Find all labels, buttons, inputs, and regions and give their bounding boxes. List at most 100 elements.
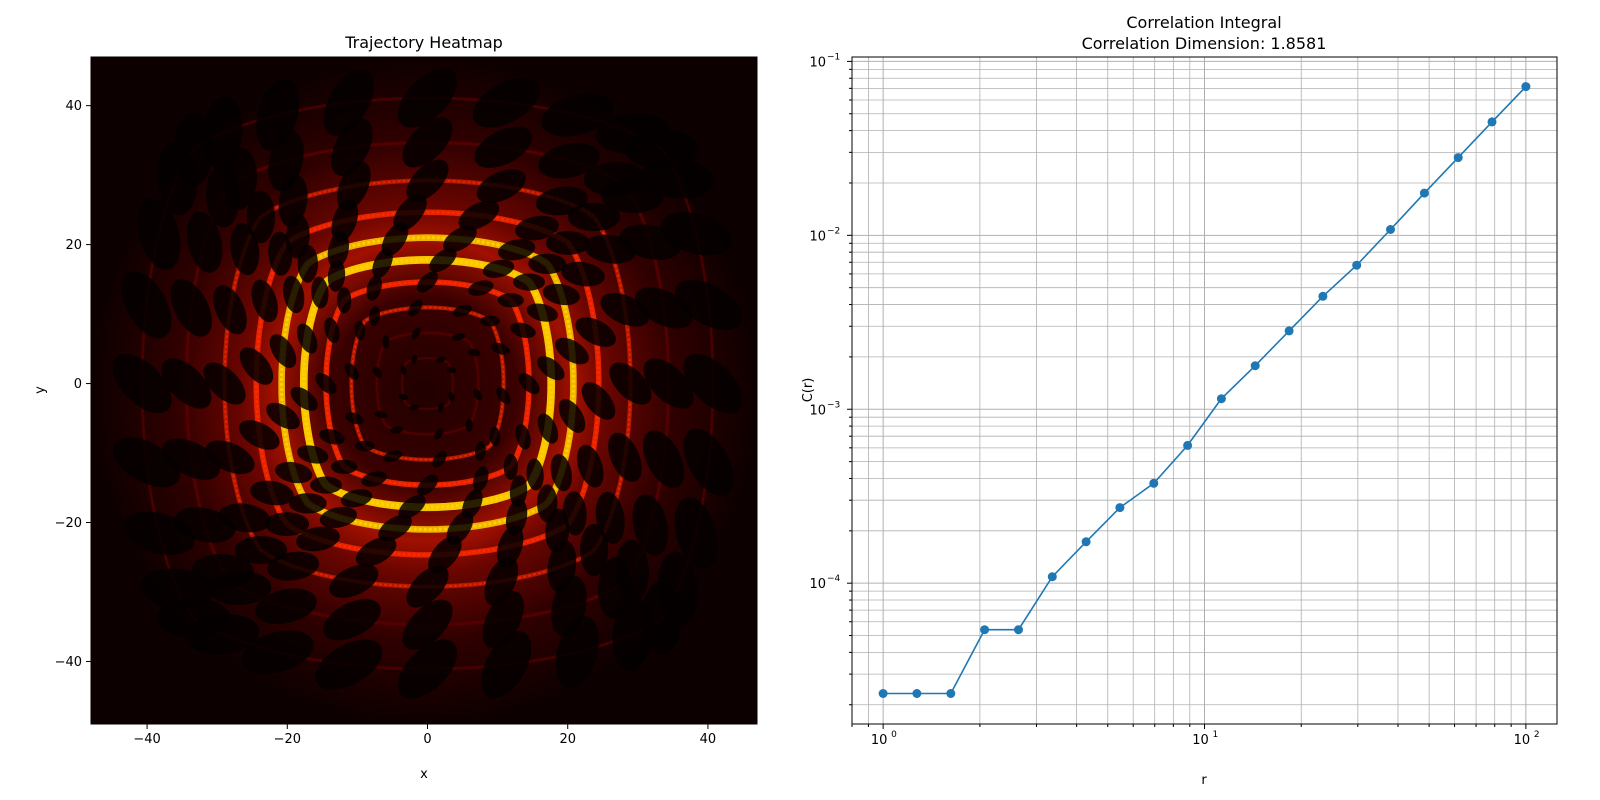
correlation-x-tick-exponent: 1 bbox=[1213, 730, 1219, 740]
heat-hole bbox=[275, 461, 313, 484]
heat-hole bbox=[416, 474, 439, 496]
heat-hole bbox=[369, 306, 380, 326]
correlation-point bbox=[1183, 440, 1193, 450]
heatmap-x-tick-label: −40 bbox=[133, 732, 160, 747]
heat-hole bbox=[331, 459, 358, 474]
heat-hole bbox=[409, 404, 420, 411]
heat-hole bbox=[355, 440, 375, 452]
heat-hole bbox=[595, 491, 625, 544]
heat-hole bbox=[251, 279, 278, 323]
correlation-integral-panel: Correlation Integral Correlation Dimensi… bbox=[801, 13, 1558, 788]
correlation-y-tick-exponent: −1 bbox=[827, 52, 840, 62]
heat-hole bbox=[408, 299, 423, 317]
heat-hole bbox=[378, 514, 412, 542]
heat-hole bbox=[406, 159, 449, 202]
heat-hole bbox=[612, 597, 653, 671]
correlation-y-tick-label: 10 bbox=[809, 55, 826, 70]
correlation-point bbox=[1115, 503, 1125, 513]
heat-hole bbox=[400, 365, 407, 376]
heat-hole bbox=[451, 333, 466, 341]
correlation-y-tick-exponent: −3 bbox=[827, 400, 840, 410]
correlation-x-tick-exponent: 0 bbox=[891, 730, 897, 740]
correlation-x-axis-label: r bbox=[1201, 773, 1207, 788]
correlation-point bbox=[1453, 153, 1463, 163]
heat-hole bbox=[608, 432, 642, 482]
correlation-y-tick-label: 10 bbox=[809, 229, 826, 244]
heat-hole bbox=[393, 193, 427, 232]
heatmap-title: Trajectory Heatmap bbox=[344, 33, 503, 52]
correlation-y-tick-exponent: −4 bbox=[827, 574, 841, 584]
correlation-point bbox=[1487, 117, 1497, 127]
heat-hole bbox=[121, 271, 172, 339]
heat-hole bbox=[398, 494, 426, 519]
heat-hole bbox=[411, 354, 418, 365]
heat-hole bbox=[366, 275, 382, 301]
correlation-point bbox=[1419, 188, 1429, 198]
correlation-point bbox=[1216, 394, 1226, 404]
correlation-point bbox=[878, 689, 888, 698]
heat-hole bbox=[361, 471, 387, 487]
heat-hole bbox=[515, 424, 531, 450]
heat-hole bbox=[230, 223, 260, 276]
heat-hole bbox=[374, 410, 388, 419]
heat-hole bbox=[575, 317, 616, 347]
heat-hole bbox=[327, 231, 350, 269]
heat-hole bbox=[632, 494, 669, 556]
heat-hole bbox=[581, 382, 616, 420]
heat-hole bbox=[315, 639, 383, 690]
heat-hole bbox=[389, 426, 404, 434]
heat-hole bbox=[290, 386, 318, 411]
heat-hole bbox=[266, 402, 300, 430]
heat-hole bbox=[337, 287, 352, 314]
heat-hole bbox=[336, 161, 371, 211]
heatmap-y-axis-label: y bbox=[33, 386, 48, 394]
heat-hole bbox=[435, 356, 446, 363]
heat-hole bbox=[526, 458, 544, 491]
heat-hole bbox=[205, 440, 255, 475]
correlation-y-tick-exponent: −2 bbox=[827, 226, 840, 236]
heat-hole bbox=[550, 453, 572, 492]
heat-hole bbox=[434, 427, 444, 440]
heat-hole bbox=[296, 323, 318, 354]
heat-hole bbox=[397, 68, 458, 128]
correlation-point bbox=[912, 689, 922, 698]
heat-hole bbox=[398, 393, 409, 400]
heat-hole bbox=[402, 117, 453, 168]
heat-hole bbox=[246, 190, 275, 244]
heat-hole bbox=[510, 322, 536, 339]
heat-hole bbox=[503, 453, 518, 480]
heat-hole bbox=[537, 484, 558, 523]
heat-hole bbox=[473, 466, 489, 492]
heat-hole bbox=[474, 126, 532, 168]
heatmap-x-tick-label: 40 bbox=[700, 732, 717, 747]
correlation-x-tick-exponent: 2 bbox=[1534, 730, 1540, 740]
heat-hole bbox=[446, 367, 457, 374]
heat-hole bbox=[472, 77, 540, 128]
heat-hole bbox=[186, 211, 223, 273]
heatmap-x-axis-label: x bbox=[420, 767, 428, 782]
heat-hole bbox=[411, 327, 421, 340]
correlation-y-tick-label: 10 bbox=[809, 577, 826, 592]
correlation-point bbox=[980, 625, 990, 635]
correlation-point bbox=[1521, 82, 1531, 92]
heat-ring-detail bbox=[302, 258, 553, 510]
heat-hole bbox=[609, 362, 652, 405]
heat-hole bbox=[213, 285, 247, 335]
heat-hole bbox=[209, 571, 272, 606]
correlation-x-tick-label: 10 bbox=[1192, 733, 1209, 748]
heat-hole bbox=[577, 444, 604, 488]
heatmap-x-tick-label: 20 bbox=[559, 732, 576, 747]
heat-hole bbox=[558, 399, 586, 433]
heat-hole bbox=[205, 165, 240, 228]
heatmap-x-tick-label: 0 bbox=[423, 732, 431, 747]
heat-hole bbox=[437, 402, 444, 413]
heat-hole bbox=[234, 535, 288, 565]
heatmap-y-tick-label: −20 bbox=[55, 516, 82, 531]
heat-hole bbox=[484, 556, 519, 606]
heat-hole bbox=[156, 141, 198, 216]
heat-hole bbox=[513, 273, 545, 291]
heat-hole bbox=[402, 599, 453, 650]
heat-hole bbox=[355, 536, 397, 567]
heat-hole bbox=[473, 388, 483, 401]
heat-hole bbox=[354, 320, 366, 341]
